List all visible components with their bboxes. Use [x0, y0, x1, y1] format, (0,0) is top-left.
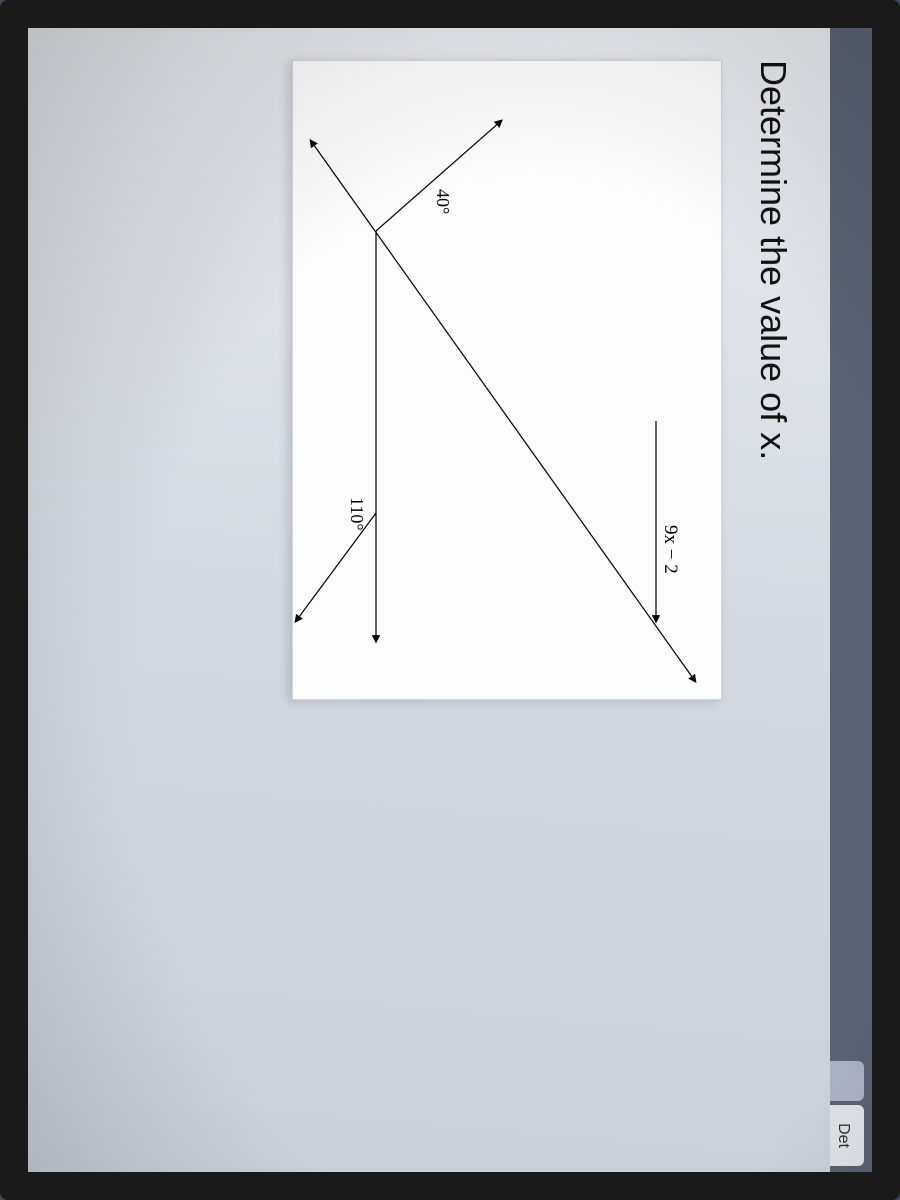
- label-right-angle: 110°: [346, 497, 367, 531]
- line-secant: [311, 141, 695, 681]
- geometry-figure: 9x − 2 40° 110°: [292, 60, 722, 700]
- line-left-outgoing: [376, 121, 501, 231]
- active-tab[interactable]: Det: [830, 1105, 864, 1166]
- monitor-screen: Det Determine the value of x.: [0, 0, 900, 1200]
- question-prompt: Determine the value of x.: [752, 60, 794, 1140]
- question-content: Determine the value of x.: [52, 60, 794, 1140]
- inactive-tab[interactable]: [830, 1061, 864, 1101]
- label-top-expression: 9x − 2: [659, 525, 681, 574]
- tab-label: Det: [835, 1123, 852, 1148]
- geometry-svg: [291, 61, 721, 701]
- label-left-angle: 40°: [432, 189, 453, 214]
- browser-tab-bar: Det: [830, 28, 872, 1172]
